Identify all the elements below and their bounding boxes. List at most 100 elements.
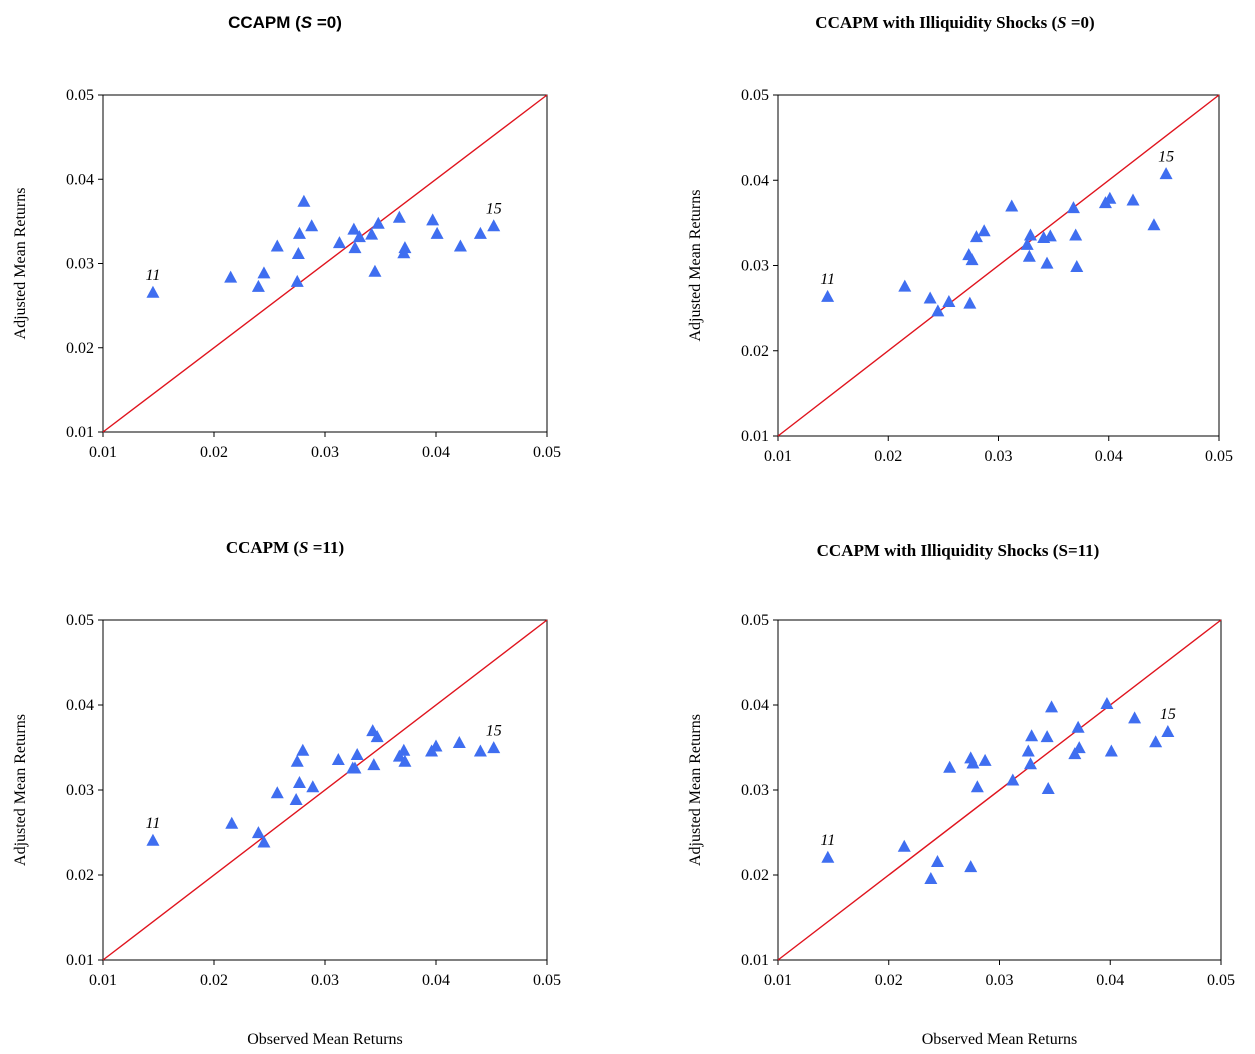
data-point-marker (398, 754, 412, 767)
point-annotation: 11 (820, 832, 835, 849)
data-point-marker (1040, 256, 1054, 269)
data-point-marker (942, 294, 956, 307)
data-point-marker (1147, 218, 1161, 231)
y-tick-label: 0.02 (66, 867, 94, 884)
data-point-marker (1006, 773, 1020, 786)
data-point-marker (1025, 729, 1039, 742)
data-point-marker (430, 226, 444, 239)
data-point-marker (1070, 260, 1084, 273)
chart-title: CCAPM (S =0) (228, 13, 342, 32)
data-point-marker (821, 289, 835, 302)
data-point-marker (348, 761, 362, 774)
data-point-marker (969, 230, 983, 243)
x-tick-label: 0.01 (764, 448, 792, 465)
point-annotation: 15 (1160, 706, 1176, 723)
panel-ccapm-s0: CCAPM (S =0) 0.01 0.02 0.03 0.04 0.050.010.0… (12, 13, 561, 461)
reference-line (777, 94, 1220, 437)
data-point-marker (1159, 167, 1173, 180)
panel-ccapm-s11: CCAPM (S =11) 0.01 0.02 0.03 0.04 0.050.010.… (12, 538, 561, 1048)
data-point-marker (352, 230, 366, 243)
data-point-marker (1023, 228, 1037, 241)
x-tick-label: 0.05 (1205, 448, 1233, 465)
data-point-marker (392, 210, 406, 223)
y-axis-label: Adjusted Mean Returns (687, 714, 704, 866)
x-tick-label: 0.04 (422, 444, 450, 461)
x-tick-label: 0.03 (985, 448, 1013, 465)
y-axis-label: Adjusted Mean Returns (687, 190, 704, 342)
data-point-marker (146, 833, 160, 846)
point-annotation: 15 (1158, 148, 1174, 165)
data-point-marker (1069, 228, 1083, 241)
data-point-marker (1103, 191, 1117, 204)
data-point-marker (1071, 720, 1085, 733)
data-point-marker (347, 222, 361, 235)
y-axis-label: Adjusted Mean Returns (12, 714, 29, 866)
data-point-marker (897, 839, 911, 852)
data-point-marker (1021, 744, 1035, 757)
data-point-marker (224, 270, 238, 283)
y-tick-label: 0.01 (66, 424, 94, 441)
data-point-marker (821, 850, 835, 863)
x-tick-label: 0.03 (986, 972, 1014, 989)
data-point-marker (146, 285, 160, 298)
y-axis-label: Adjusted Mean Returns (12, 188, 29, 340)
plot-area: 0.01 0.02 0.03 0.04 0.05 0.01 0.02 0.03 0.04 0.05… (687, 87, 1233, 465)
data-point-marker (964, 860, 978, 873)
x-tick-label: 0.01 (89, 972, 117, 989)
x-tick-label: 0.04 (422, 972, 450, 989)
data-point-marker (305, 219, 319, 232)
data-point-marker (966, 756, 980, 769)
y-tick-label: 0.05 (741, 612, 769, 629)
data-point-marker (1043, 229, 1057, 242)
y-tick-label: 0.02 (66, 340, 94, 357)
y-tick-label: 0.01 (66, 952, 94, 969)
plot-area: 0.01 0.02 0.03 0.04 0.05 0.01 0.02 0.03 0.04 0.05… (687, 612, 1235, 1048)
data-point-marker (1161, 725, 1175, 737)
x-tick-label: 0.01 (89, 444, 117, 461)
y-tick-label: 0.05 (66, 87, 94, 104)
data-point-marker (977, 224, 991, 237)
y-tick-label: 0.05 (66, 612, 94, 629)
x-tick-label: 0.05 (1207, 972, 1235, 989)
y-tick-label: 0.01 (741, 428, 769, 445)
y-tick-label: 0.02 (741, 867, 769, 884)
x-tick-label: 0.02 (200, 444, 228, 461)
data-point-marker (923, 291, 937, 304)
data-point-marker (452, 736, 466, 749)
data-point-marker (306, 780, 320, 793)
panel-ccapm-illiquidity-s0: CCAPM with Illiquidity Shocks (S =0) 0.0… (687, 13, 1233, 465)
data-point-marker (257, 266, 271, 279)
data-point-marker (290, 274, 304, 287)
data-point-marker (1040, 730, 1054, 743)
plot-area: 0.01 0.02 0.03 0.04 0.05 0.01 0.02 0.03 0.04 0.05… (12, 612, 561, 1048)
point-annotation: 11 (820, 271, 835, 288)
data-point-marker (332, 236, 346, 249)
data-point-marker (350, 747, 364, 760)
data-point-marker (368, 264, 382, 277)
data-point-marker (290, 754, 304, 767)
data-point-marker (426, 213, 440, 226)
y-tick-label: 0.03 (741, 258, 769, 275)
x-tick-label: 0.05 (533, 444, 561, 461)
y-tick-label: 0.03 (741, 782, 769, 799)
y-tick-label: 0.01 (741, 952, 769, 969)
data-point-marker (367, 758, 381, 771)
data-point-marker (1104, 744, 1118, 757)
data-point-marker (963, 296, 977, 309)
data-point-marker (1041, 781, 1055, 794)
data-point-marker (251, 826, 265, 839)
data-point-marker (1072, 741, 1086, 754)
data-point-marker (473, 744, 487, 757)
data-point-marker (251, 279, 265, 292)
data-point-marker (943, 760, 957, 773)
data-point-marker (1100, 696, 1114, 709)
data-point-marker (296, 743, 310, 756)
chart-title: CCAPM with Illiquidity Shocks (S=11) (817, 541, 1100, 560)
plot-area: 0.01 0.02 0.03 0.04 0.05 0.01 0.02 0.03 0.04 0.05… (12, 87, 561, 461)
point-annotation: 11 (146, 815, 161, 832)
data-point-marker (348, 241, 362, 254)
data-point-marker (398, 241, 412, 254)
y-tick-label: 0.05 (741, 87, 769, 104)
y-tick-label: 0.03 (66, 782, 94, 799)
